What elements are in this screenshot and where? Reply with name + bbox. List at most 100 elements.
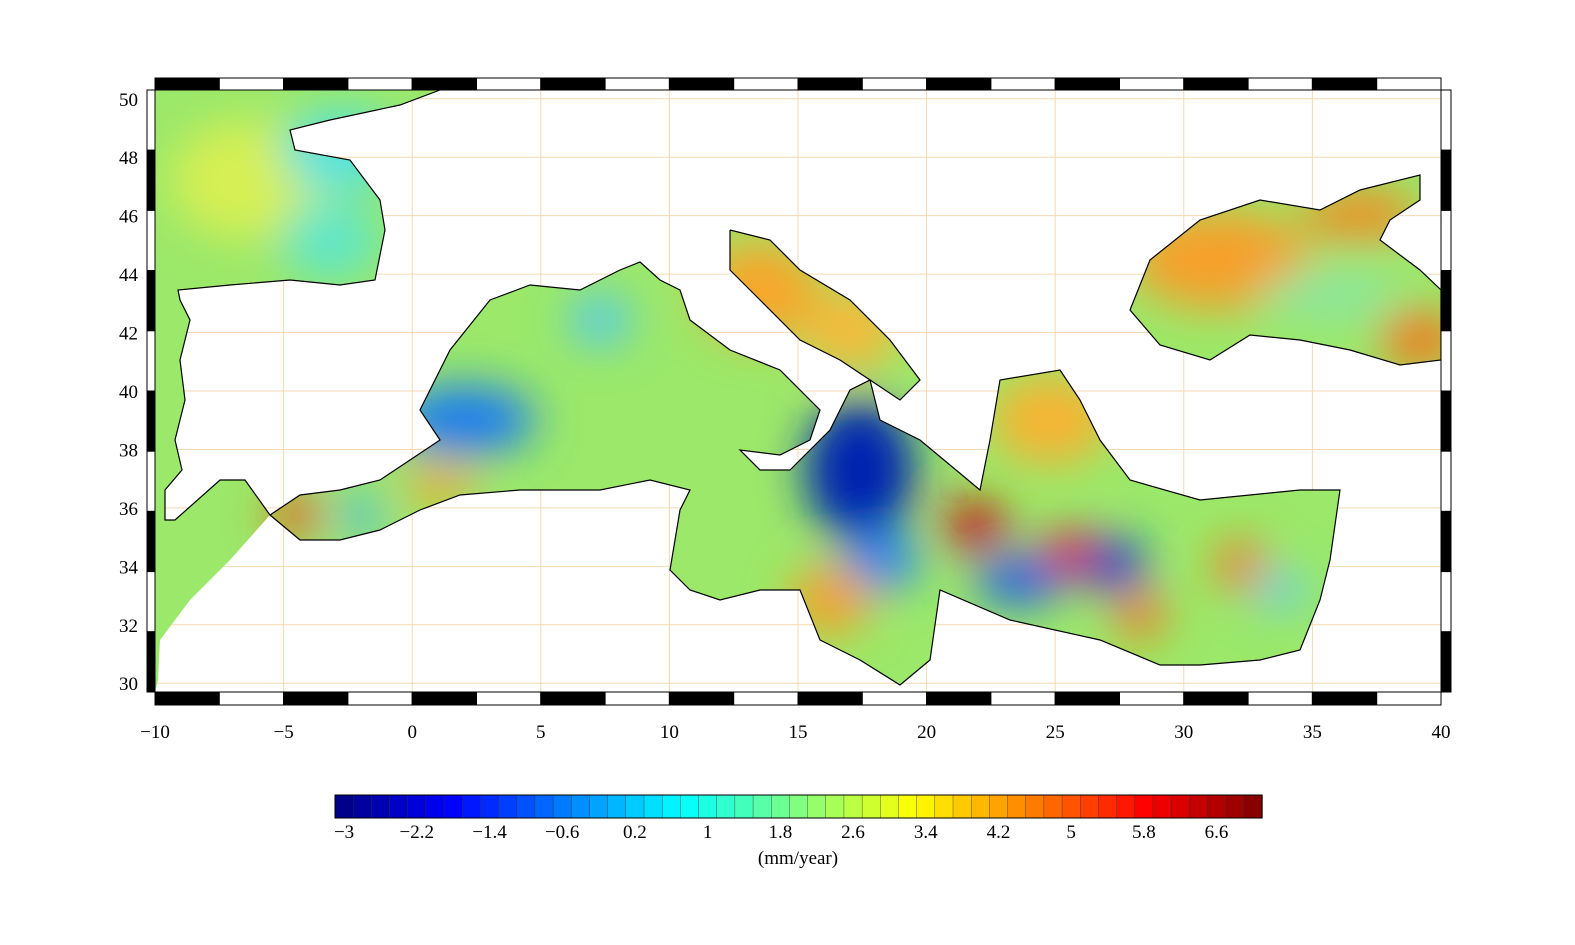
frame-segment — [146, 450, 156, 512]
y-tick-label: 44 — [119, 265, 139, 286]
colorbar-tick-label: 3.4 — [914, 822, 938, 843]
x-tick-label: 25 — [1046, 722, 1065, 743]
colorbar-segment — [734, 794, 754, 819]
colorbar-segment — [843, 794, 863, 819]
colorbar-label: (mm/year) — [758, 848, 838, 869]
y-tick-label: 36 — [119, 499, 138, 520]
colorbar-tick-label: −1.4 — [472, 822, 507, 843]
frame-segment — [411, 691, 478, 706]
x-tick-label: 5 — [536, 722, 546, 743]
frame-segment — [154, 691, 220, 706]
frame-segment — [411, 77, 478, 91]
colorbar-segment — [698, 794, 718, 819]
frame-segment — [1311, 691, 1378, 706]
coastline — [164, 89, 1442, 686]
colorbar-segment — [462, 794, 482, 819]
frame-segment — [668, 77, 735, 91]
frame-segment — [1054, 691, 1120, 706]
frame-segment — [668, 691, 735, 706]
frame-segment — [347, 77, 413, 91]
colorbar-segment — [716, 794, 736, 819]
frame-segment — [1440, 149, 1452, 211]
frame-segment — [604, 77, 670, 91]
y-tick-label: 30 — [119, 674, 138, 695]
frame-segment — [476, 691, 542, 706]
plot-border — [154, 89, 1442, 693]
frame-segment — [283, 77, 349, 91]
frame-segment — [476, 77, 542, 91]
map-frame — [146, 77, 1452, 706]
frame-segment — [1311, 77, 1378, 91]
frame-segment — [146, 209, 156, 272]
colorbar-segment — [1116, 794, 1136, 819]
colorbar-segment — [480, 794, 500, 819]
colorbar-segment — [1080, 794, 1100, 819]
frame-segment — [283, 691, 349, 706]
frame-segment — [1183, 691, 1249, 706]
colorbar-segment — [625, 794, 645, 819]
frame-segment — [797, 77, 863, 91]
colorbar-segment — [861, 794, 881, 819]
colorbar-segment — [371, 794, 391, 819]
y-tick-label: 42 — [119, 324, 138, 345]
colorbar-segment — [1152, 794, 1172, 819]
y-tick-label: 40 — [119, 382, 138, 403]
colorbar-tick-label: −3 — [334, 822, 354, 843]
frame-segment — [146, 330, 156, 392]
colorbar-segment — [425, 794, 445, 819]
colorbar-tick-label: 0.2 — [623, 822, 647, 843]
colorbar-segment — [680, 794, 700, 819]
frame-segment — [990, 691, 1056, 706]
frame-segment — [1440, 330, 1452, 392]
frame-segment — [540, 691, 606, 706]
x-tick-label: −5 — [273, 722, 293, 743]
colorbar-segment — [1225, 794, 1245, 819]
frame-segment — [861, 691, 928, 706]
colorbar-segment — [1025, 794, 1045, 819]
colorbar-segment — [1061, 794, 1081, 819]
colorbar-segment — [1134, 794, 1154, 819]
frame-segment — [146, 390, 156, 452]
y-tick-label: 46 — [119, 207, 138, 228]
y-tick-label: 50 — [119, 90, 138, 111]
frame-segment — [146, 270, 156, 332]
colorbar-segment — [334, 794, 354, 819]
colorbar-segment — [1207, 794, 1227, 819]
colorbar-tick-label: 4.2 — [987, 822, 1011, 843]
colorbar-segment — [498, 794, 518, 819]
colorbar-tick-label: 1.8 — [768, 822, 792, 843]
y-tick-label: 48 — [119, 148, 138, 169]
colorbar-segment — [516, 794, 536, 819]
frame-segment — [1440, 89, 1452, 151]
frame-segment — [1440, 270, 1452, 332]
colorbar-segment — [589, 794, 609, 819]
frame-segment — [733, 77, 799, 91]
frame-segment — [540, 77, 606, 91]
colorbar-tick-label: 2.6 — [841, 822, 865, 843]
x-tick-label: 15 — [789, 722, 808, 743]
frame-segment — [1247, 77, 1313, 91]
y-tick-label: 34 — [119, 557, 139, 578]
colorbar-tick-label: 5 — [1066, 822, 1076, 843]
colorbar-segment — [1189, 794, 1209, 819]
colorbar-tick-label: −0.6 — [545, 822, 579, 843]
frame-segment — [1247, 691, 1313, 706]
frame-segment — [733, 691, 799, 706]
frame-segment — [1054, 77, 1120, 91]
frame-segment — [1440, 571, 1452, 633]
frame-segment — [146, 631, 156, 693]
x-tick-label: 35 — [1303, 722, 1322, 743]
colorbar-segment — [771, 794, 791, 819]
colorbar-segment — [916, 794, 936, 819]
colorbar-segment — [1007, 794, 1027, 819]
frame-segment — [604, 691, 670, 706]
colorbar-segment — [1170, 794, 1190, 819]
y-tick-label: 38 — [119, 440, 138, 461]
frame-segment — [1183, 77, 1249, 91]
x-tick-label: 40 — [1432, 722, 1451, 743]
colorbar-segment — [1243, 794, 1263, 819]
frame-segment — [146, 571, 156, 633]
colorbar-segment — [643, 794, 663, 819]
colorbar-segment — [534, 794, 554, 819]
